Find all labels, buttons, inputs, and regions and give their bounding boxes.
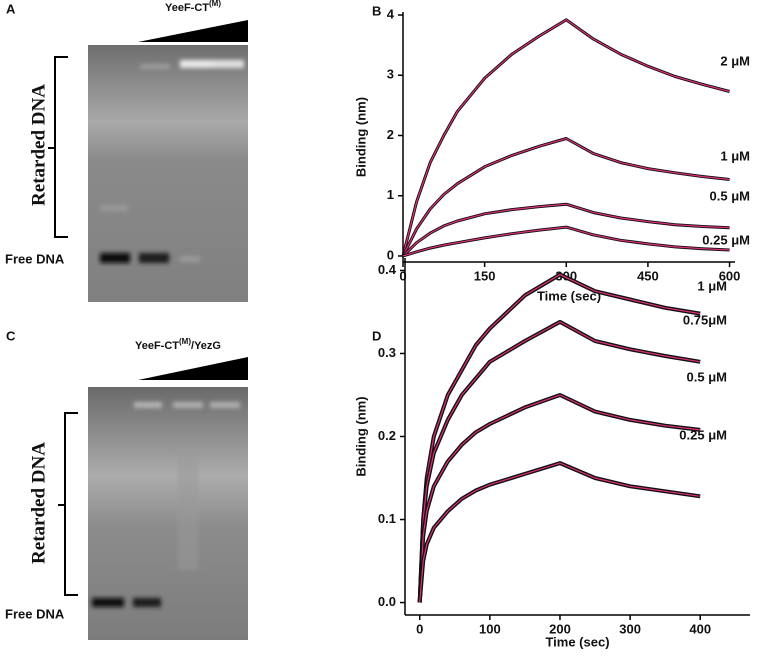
y-axis-label: Binding (nm) xyxy=(353,396,368,476)
bands xyxy=(92,402,240,607)
y-tick-label: 0.3 xyxy=(378,345,396,360)
x-tick-label: 600 xyxy=(719,268,741,283)
series-label: 2 μM xyxy=(720,53,750,68)
panel-letter: B xyxy=(372,3,381,18)
wedge xyxy=(138,357,248,380)
y-tick-label: 0.0 xyxy=(378,594,396,609)
panel-letter: A xyxy=(6,1,16,16)
y-axis-label: Binding (nm) xyxy=(353,97,368,177)
x-tick-label: 200 xyxy=(549,621,571,636)
bracket-label: Retarded DNA xyxy=(28,442,49,564)
series-label: 0.75μM xyxy=(683,312,727,327)
fit-curve xyxy=(419,273,701,603)
x-axis-label: Time (sec) xyxy=(537,288,601,303)
bracket xyxy=(48,56,68,238)
x-tick-label: 100 xyxy=(479,621,501,636)
gel xyxy=(88,387,248,640)
bands xyxy=(100,60,244,263)
bracket xyxy=(58,412,78,596)
series-label: 0.25 μM xyxy=(679,427,727,442)
label-superscript: (M) xyxy=(209,0,221,8)
series-label: 1 μM xyxy=(720,148,750,163)
data-curve xyxy=(401,137,730,257)
panel-letter: C xyxy=(6,328,16,343)
band-label: Free DNA xyxy=(5,606,65,621)
wedge-label: YeeF-CT(M) xyxy=(165,0,221,14)
label-text: YeeF-CT xyxy=(135,340,179,352)
fit-curve xyxy=(419,394,701,603)
fit-curve xyxy=(419,321,701,603)
label-superscript: (M) xyxy=(179,337,191,346)
series-label: 0.25 μM xyxy=(702,232,750,247)
y-tick-label: 1 xyxy=(387,187,394,202)
x-tick-label: 0 xyxy=(399,268,406,283)
fit-curve xyxy=(402,203,730,257)
y-tick-label: 0.1 xyxy=(378,511,396,526)
fit-curve xyxy=(402,226,730,257)
y-tick-label: 4 xyxy=(387,6,395,21)
series-label: 0.5 μM xyxy=(710,188,750,203)
label-text: YeeF-CT xyxy=(165,2,209,14)
fit-curve xyxy=(402,137,730,257)
series-label: 0.5 μM xyxy=(687,369,727,384)
wedge xyxy=(138,20,248,42)
label-suffix: /YezG xyxy=(191,340,221,352)
x-tick-label: 150 xyxy=(474,268,496,283)
x-axis-label: Time (sec) xyxy=(545,634,609,649)
y-tick-label: 2 xyxy=(387,127,394,142)
fit-curve xyxy=(402,19,730,257)
bracket-label: Retarded DNA xyxy=(28,84,49,206)
x-tick-label: 400 xyxy=(689,621,711,636)
y-tick-label: 0.4 xyxy=(378,262,397,277)
gel xyxy=(88,45,248,302)
x-tick-label: 450 xyxy=(637,268,659,283)
fit-curve xyxy=(419,462,701,603)
y-tick-label: 3 xyxy=(387,67,394,82)
x-tick-label: 0 xyxy=(416,621,423,636)
data-curve xyxy=(402,225,730,258)
y-tick-label: 0 xyxy=(387,247,394,262)
wedge-label: YeeF-CT(M)/YezG xyxy=(135,337,221,352)
band-label: Free DNA xyxy=(5,251,65,266)
y-tick-label: 0.2 xyxy=(378,428,396,443)
series-label: 1 μM xyxy=(697,278,727,293)
data-curve xyxy=(417,461,701,603)
panel-letter: D xyxy=(372,328,381,343)
x-tick-label: 300 xyxy=(619,621,641,636)
